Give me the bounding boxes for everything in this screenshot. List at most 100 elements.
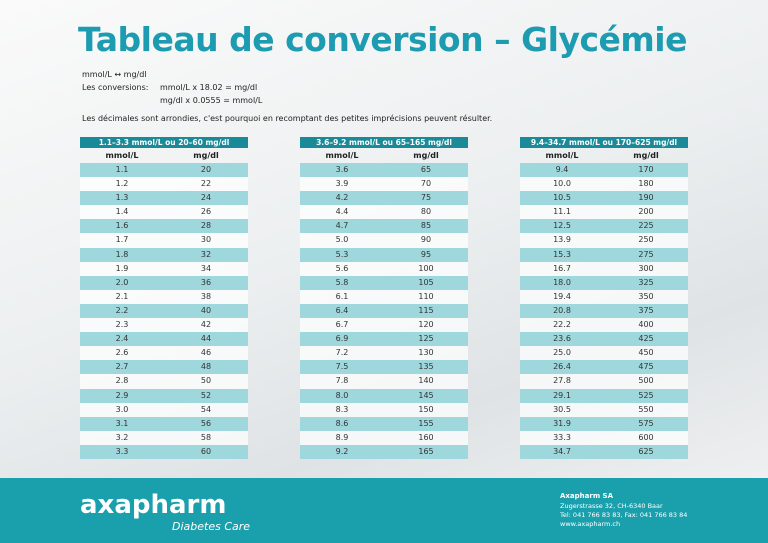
cell: 275 [638,249,654,259]
table-row: 1.8 32 [80,247,248,262]
cell: 170 [638,165,654,174]
logo: axapharm [80,490,227,520]
cell: 6.1 [335,291,349,301]
table-row: 4.7 85 [300,219,468,234]
cell: 7.8 [335,376,349,386]
cell: 50 [200,376,212,386]
cell: 8.3 [335,404,349,414]
table: 9.4–34.7 mmol/L ou 170–625 mg/dl mmol/L mg… [520,137,688,459]
cell: 1.7 [115,235,129,245]
note: Les décimales sont arrondies, c'est pour… [82,114,493,123]
cell: 56 [200,418,212,428]
cell: 9.2 [335,446,349,456]
table-row: 15.3 275 [520,247,688,262]
conversion: mmol/L x 18.02 = mg/dl [160,83,258,92]
cell: 18.0 [553,277,571,287]
cell: 1.1 [115,165,129,174]
table-row: 9.4 170 [520,163,688,178]
cell: 160 [418,432,434,442]
table-row: 2.9 52 [80,388,248,403]
table-row: 3.2 58 [80,430,248,445]
cell: 2.2 [115,305,129,315]
cell: 28 [200,221,212,231]
cell: 575 [638,418,654,428]
cell: 6.4 [335,305,349,315]
table-row: 25.0 450 [520,346,688,361]
phone: Tel: 041 766 83 83, Fax: 041 766 83 84 [560,511,688,519]
table-row: 5.6 100 [300,261,468,276]
table-row: 20.8 375 [520,303,688,319]
cell: 20 [200,165,212,174]
cell: 180 [638,179,654,189]
cell: 33.3 [553,432,571,442]
web: www.axapharm.ch [560,520,621,528]
table-row: 2.4 44 [80,332,248,347]
table-title: 9.4–34.7 mmol/L ou 170–625 mg/dl [520,137,688,148]
cell: 120 [418,320,434,330]
cell: 7.5 [335,362,349,372]
cell: 30 [200,235,212,245]
cell: 3.3 [115,446,129,456]
header-row: mmol/L mg/dl [300,148,468,163]
cell: 190 [638,193,654,203]
cell: 4.7 [335,221,349,231]
cell: 8.0 [335,390,349,400]
table-row: 5.8 105 [300,275,468,290]
table-row: 2.1 38 [80,289,248,304]
column-header: mg/dl [193,151,219,160]
cell: 1.3 [115,193,129,203]
cell: 7.2 [335,348,349,358]
table-row: 7.8 140 [300,374,468,389]
table-row: 8.6 155 [300,416,468,431]
table-row: 2.3 42 [80,318,248,333]
cell: 375 [638,305,654,315]
table-row: 23.6 425 [520,332,688,347]
cell: 40 [200,305,212,315]
cell: 6.7 [335,320,349,330]
cell: 26 [200,207,212,217]
table-row: 4.4 80 [300,205,468,220]
cell: 350 [638,291,654,301]
cell: 19.4 [553,291,571,301]
cell: 5.0 [335,235,349,245]
cell: 70 [420,179,432,189]
table-row: 3.1 56 [80,416,248,431]
table-row: 1.9 34 [80,261,248,276]
table-row: 2.0 36 [80,275,248,290]
cell: 26.4 [553,362,571,372]
cell: 5.3 [335,249,349,259]
cell: 4.2 [335,193,349,203]
table-row: 1.6 28 [80,219,248,234]
cell: 34 [200,263,212,273]
cell: 29.1 [553,390,571,400]
table: 3.6–9.2 mmol/L ou 65–165 mg/dl mmol/L mg/d… [300,137,468,459]
table-row: 16.7 300 [520,261,688,276]
cell: 24 [200,193,212,203]
cell: 16.7 [553,263,571,273]
table-row: 2.2 40 [80,303,248,319]
cell: 325 [638,277,654,287]
cell: 2.8 [115,376,129,386]
table-row: 3.0 54 [80,402,248,417]
cell: 145 [418,390,434,400]
column-header: mg/dl [413,151,439,160]
table-row: 4.2 75 [300,191,468,206]
table-row: 6.4 115 [300,303,468,319]
cell: 58 [200,432,212,442]
table-row: 3.6 65 [300,163,468,178]
cell: 23.6 [553,334,571,344]
address: Zugerstrasse 32, CH-6340 Baar [560,502,663,510]
cell: 10.5 [553,193,571,203]
cell: 54 [200,404,212,414]
cell: 1.4 [115,207,129,217]
cell: 90 [420,235,432,245]
column-header: mmol/L [325,151,359,160]
cell: 5.8 [335,277,349,287]
table-row: 11.1 200 [520,205,688,220]
cell: 13.9 [553,235,571,245]
table-row: 6.7 120 [300,318,468,333]
table-row: 30.5 550 [520,402,688,417]
cell: 2.3 [115,320,129,330]
table-row: 8.0 145 [300,388,468,403]
cell: 12.5 [553,221,571,231]
